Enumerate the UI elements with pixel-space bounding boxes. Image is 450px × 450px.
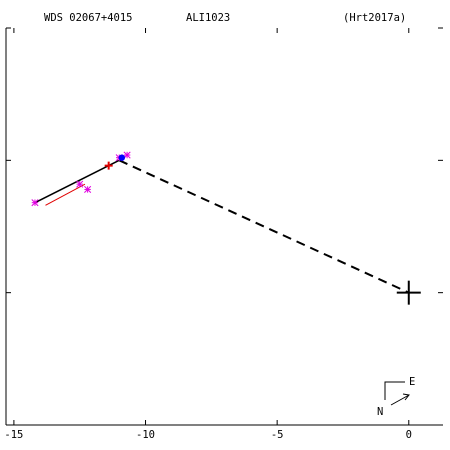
star-arm: [84, 185, 92, 194]
header-discoverer: ALI1023: [186, 12, 230, 24]
measure-star-point: [31, 199, 39, 207]
y-axis-ticks: -50510: [6, 27, 443, 426]
x-tick-label: 0: [406, 429, 412, 441]
primary-star-marker: [396, 280, 421, 305]
compass-arrow: [390, 394, 410, 406]
x-axis-ticks: -15 -10 -5 0: [4, 28, 412, 441]
compass-north-label: N: [377, 406, 383, 418]
star-arm: [76, 180, 84, 188]
header-system: WDS 02067+4015: [44, 12, 133, 24]
compass-axes: [384, 381, 405, 400]
header-reference: (Hrt2017a): [343, 12, 406, 24]
plot-frame: [5, 28, 443, 426]
compass-rose: E N: [377, 376, 415, 418]
x-tick-label: -10: [136, 429, 155, 441]
x-tick-label: -5: [271, 429, 284, 441]
x-tick-label: -15: [4, 429, 23, 441]
compass-arrowhead: [402, 393, 410, 401]
compass-east-label: E: [409, 376, 415, 388]
residual-marker: [104, 161, 113, 170]
star-arm: [31, 199, 39, 207]
residual-line: [45, 183, 86, 206]
node-line: [118, 159, 410, 294]
measure-star-point: [76, 180, 84, 188]
measure-star-point: [84, 185, 92, 194]
measure-circle-point: [118, 154, 126, 161]
chart-marks: [31, 151, 421, 305]
